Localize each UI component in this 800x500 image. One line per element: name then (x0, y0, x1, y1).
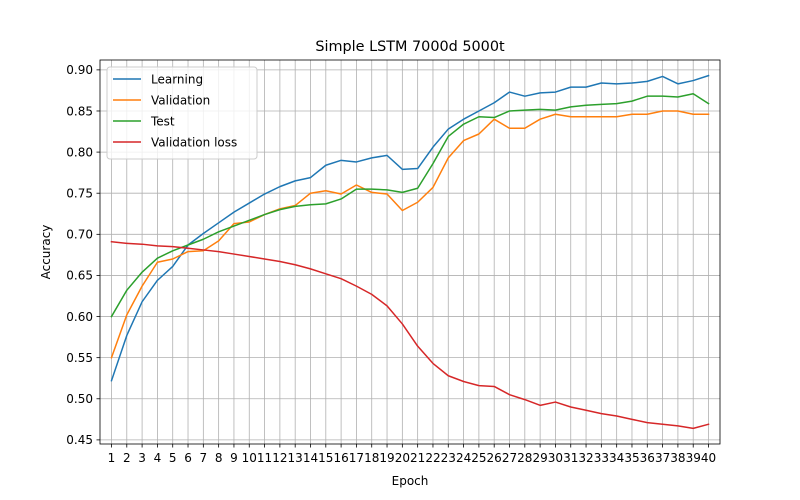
x-tick-label: 19 (379, 451, 394, 465)
series-line-learning (110, 74, 710, 382)
series-line-validation (110, 110, 710, 359)
x-tick-label: 39 (686, 451, 701, 465)
x-tick-label: 11 (257, 451, 272, 465)
x-tick-label: 25 (471, 451, 486, 465)
x-tick-label: 5 (169, 451, 177, 465)
x-tick-label: 12 (272, 451, 287, 465)
y-tick-label: 0.60 (66, 310, 93, 324)
legend-label-validation: Validation (151, 93, 210, 107)
x-tick-label: 3 (138, 451, 146, 465)
x-tick-label: 6 (184, 451, 192, 465)
y-tick-label: 0.55 (66, 351, 93, 365)
x-tick-label: 21 (410, 451, 425, 465)
x-tick-label: 32 (578, 451, 593, 465)
legend-box (106, 66, 258, 160)
y-tick-label: 0.85 (66, 104, 93, 118)
series-line-test (110, 92, 710, 318)
x-tick-label: 28 (517, 451, 532, 465)
legend-label-validation-loss: Validation loss (151, 135, 237, 149)
x-tick-label: 14 (303, 451, 318, 465)
x-tick-label: 33 (594, 451, 609, 465)
y-axis-label: Accuracy (39, 225, 53, 280)
x-tick-label: 22 (425, 451, 440, 465)
x-tick-label: 8 (215, 451, 223, 465)
x-tick-label: 24 (456, 451, 471, 465)
x-tick-label: 16 (333, 451, 348, 465)
x-tick-label: 30 (548, 451, 563, 465)
x-tick-label: 13 (288, 451, 303, 465)
x-tick-label: 23 (441, 451, 456, 465)
x-tick-label: 17 (349, 451, 364, 465)
x-tick-label: 35 (624, 451, 639, 465)
x-tick-label: 36 (640, 451, 655, 465)
x-tick-label: 26 (487, 451, 502, 465)
y-tick-label: 0.75 (66, 187, 93, 201)
x-tick-label: 2 (123, 451, 131, 465)
x-tick-label: 4 (154, 451, 162, 465)
x-tick-label: 9 (230, 451, 238, 465)
series-lines (110, 74, 710, 430)
x-tick-label: 38 (670, 451, 685, 465)
plot-frame (99, 59, 721, 445)
y-tick-label: 0.90 (66, 63, 93, 77)
x-tick-label: 7 (200, 451, 208, 465)
x-tick-label: 29 (532, 451, 547, 465)
axis-ticks: 1 2 3 4 5 6 7 8 9 10 11 12 13 14 15 16 17 18 19 20 21 22 23 24 2… (66, 63, 716, 465)
x-tick-label: 31 (563, 451, 578, 465)
x-tick-label: 27 (502, 451, 517, 465)
x-axis-label: Epoch (392, 474, 429, 488)
x-tick-label: 37 (655, 451, 670, 465)
x-tick-label: 40 (701, 451, 716, 465)
y-tick-label: 0.80 (66, 145, 93, 159)
legend-label-test: Test (150, 114, 175, 128)
y-tick-label: 0.50 (66, 392, 93, 406)
x-tick-label: 18 (364, 451, 379, 465)
chart-title: Simple LSTM 7000d 5000t (315, 39, 505, 55)
y-tick-label: 0.45 (66, 433, 93, 447)
y-tick-label: 0.65 (66, 269, 93, 283)
x-tick-label: 10 (242, 451, 257, 465)
x-tick-label: 15 (318, 451, 333, 465)
y-tick-label: 0.70 (66, 228, 93, 242)
x-tick-label: 1 (108, 451, 116, 465)
series-line-validation-loss (110, 240, 710, 430)
x-tick-label: 20 (395, 451, 410, 465)
legend: Learning Validation Test Validation loss (106, 66, 258, 160)
legend-label-learning: Learning (151, 72, 203, 86)
x-tick-label: 34 (609, 451, 624, 465)
